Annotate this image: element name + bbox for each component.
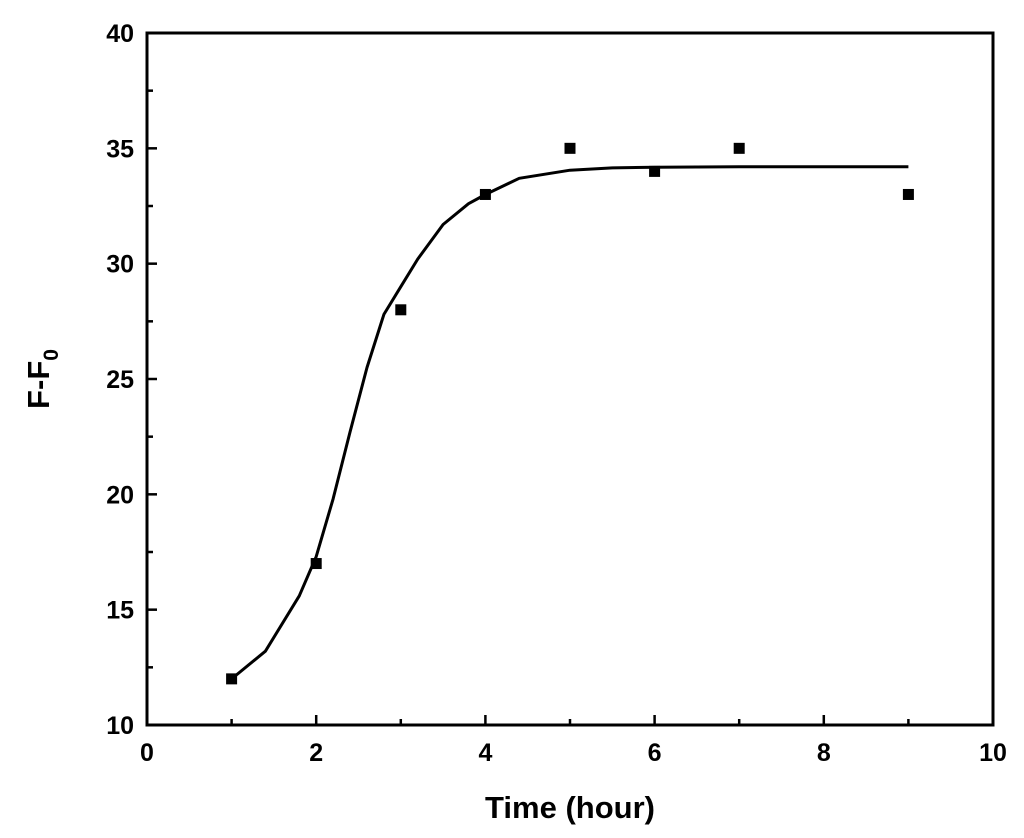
x-tick-label: 10 [979,739,1007,767]
y-axis-tick-labels: 10 15 20 25 30 35 40 [106,20,134,740]
y-tick-label: 40 [106,20,134,48]
x-axis-title: Time (hour) [485,790,655,825]
y-tick-label: 30 [106,251,134,279]
y-axis-title-main: F-F [21,361,56,409]
data-point [733,142,745,154]
plot-frame [145,31,995,727]
data-point [479,188,491,200]
x-axis-tick-labels: 0 2 4 6 8 10 [140,739,1007,767]
y-axis-title: F-F0 [21,349,63,409]
x-tick-label: 8 [817,739,831,767]
data-point [310,558,322,570]
data-point [902,188,914,200]
fit-curve [230,165,909,681]
y-tick-label: 15 [106,597,134,625]
data-point [649,165,661,177]
x-tick-label: 2 [309,739,323,767]
x-tick-label: 0 [140,739,154,767]
y-tick-label: 35 [106,135,134,163]
data-point [564,142,576,154]
y-axis-title-subscript: 0 [40,349,63,361]
x-axis-ticks [145,715,995,725]
x-tick-label: 6 [648,739,662,767]
data-points [226,142,914,685]
y-tick-label: 10 [106,712,134,740]
y-axis-ticks [147,31,157,727]
x-tick-label: 4 [478,739,492,767]
y-tick-label: 25 [106,366,134,394]
y-tick-label: 20 [106,481,134,509]
data-point [226,673,238,685]
data-point [395,304,407,316]
